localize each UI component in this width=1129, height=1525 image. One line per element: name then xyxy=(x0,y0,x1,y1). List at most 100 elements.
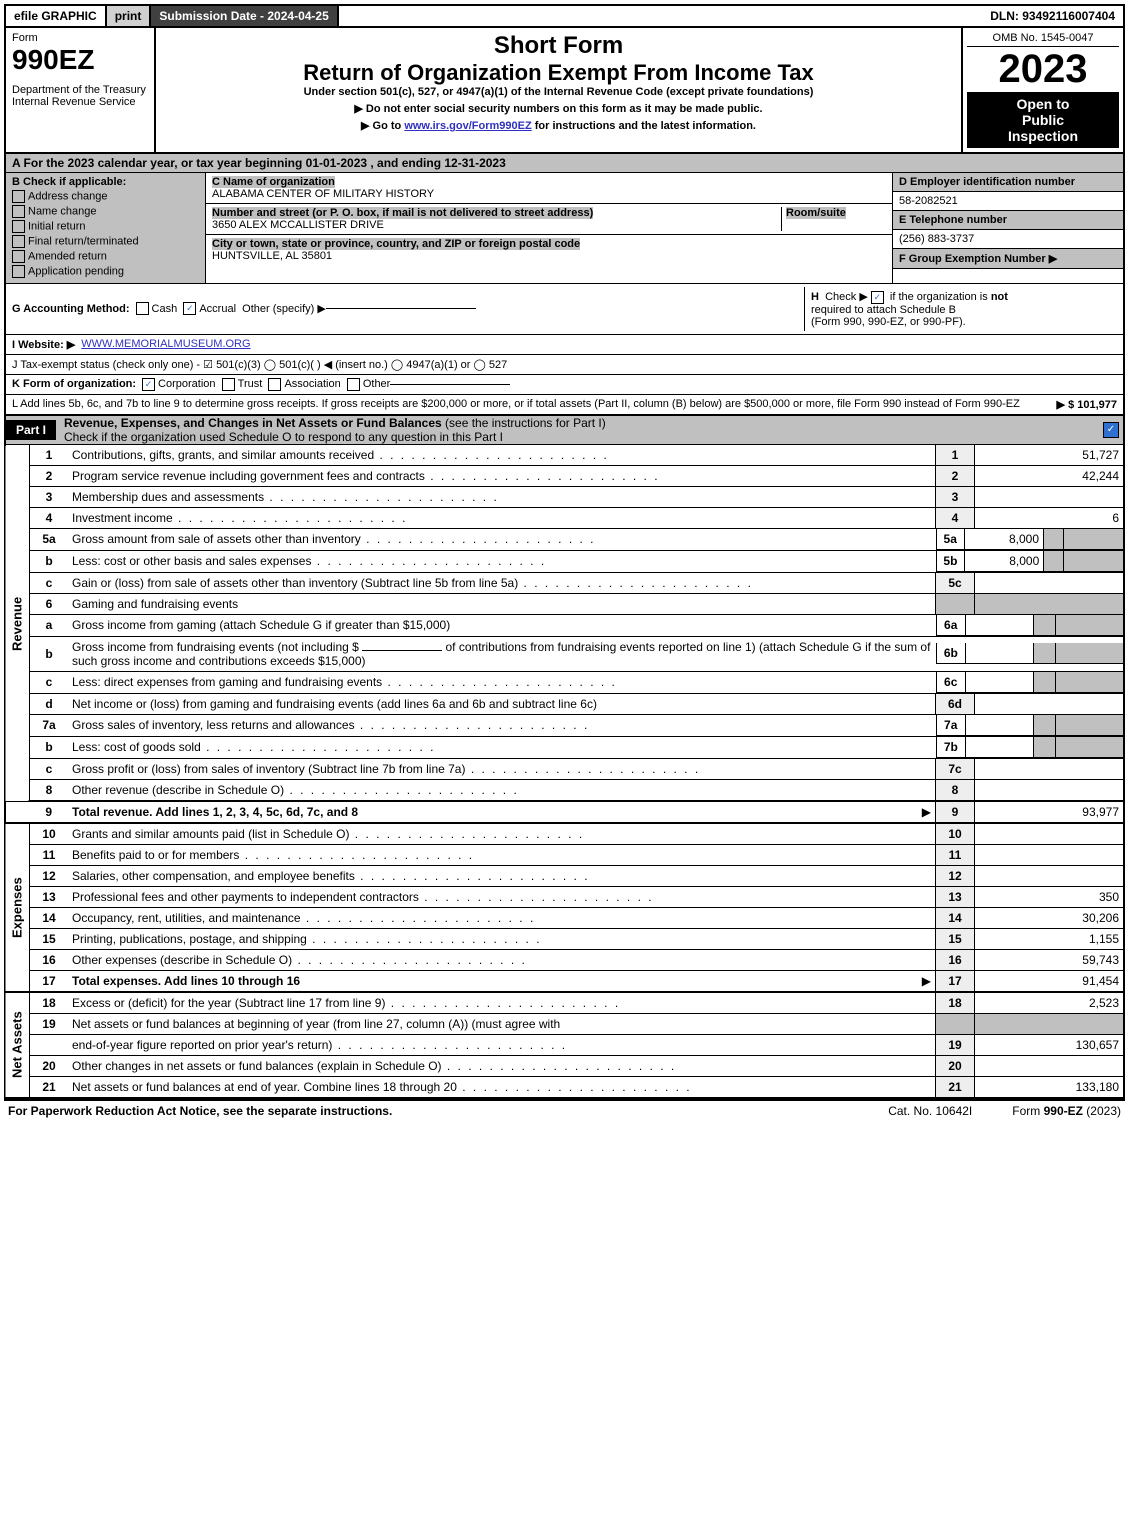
chk-trust[interactable] xyxy=(222,378,235,391)
line-11-amt xyxy=(975,844,1125,865)
line-20-amt xyxy=(975,1055,1125,1076)
inspection-box: Open to Public Inspection xyxy=(967,92,1119,148)
chk-accrual[interactable]: ✓ xyxy=(183,302,196,315)
j-line: J Tax-exempt status (check only one) - ☑… xyxy=(6,355,1123,375)
line-21: Net assets or fund balances at end of ye… xyxy=(68,1076,936,1098)
line-16-amt: 59,743 xyxy=(975,949,1125,970)
org-name: ALABAMA CENTER OF MILITARY HISTORY xyxy=(212,188,434,200)
line-12-amt xyxy=(975,865,1125,886)
line-10: Grants and similar amounts paid (list in… xyxy=(68,823,936,845)
line-3-amt xyxy=(975,486,1125,507)
chk-other[interactable] xyxy=(347,378,360,391)
line-18: Excess or (deficit) for the year (Subtra… xyxy=(68,992,936,1014)
line-17: Total expenses. Add lines 10 through 16▶ xyxy=(68,970,936,992)
line-13-amt: 350 xyxy=(975,886,1125,907)
line-15-amt: 1,155 xyxy=(975,928,1125,949)
website-link[interactable]: WWW.MEMORIALMUSEUM.ORG xyxy=(81,338,250,350)
c-room-hdr: Room/suite xyxy=(786,207,846,219)
line-20: Other changes in net assets or fund bala… xyxy=(68,1055,936,1076)
line-12: Salaries, other compensation, and employ… xyxy=(68,865,936,886)
f-grp-hdr: F Group Exemption Number ▶ xyxy=(893,249,1123,269)
line-5a-amt: 8,000 xyxy=(964,529,1043,550)
part1-check[interactable]: ✓ xyxy=(1103,422,1119,438)
section-b-hdr: B Check if applicable: xyxy=(12,176,199,188)
line-14: Occupancy, rent, utilities, and maintena… xyxy=(68,907,936,928)
form-center: Short Form Return of Organization Exempt… xyxy=(156,28,963,152)
line-10-amt xyxy=(975,823,1125,845)
chk-h[interactable]: ✓ xyxy=(871,291,884,304)
chk-name[interactable]: Name change xyxy=(12,205,199,218)
pra-notice: For Paperwork Reduction Act Notice, see … xyxy=(8,1104,392,1118)
line-13: Professional fees and other payments to … xyxy=(68,886,936,907)
goto-line: ▶ Go to www.irs.gov/Form990EZ for instru… xyxy=(160,119,957,132)
line-7c-amt xyxy=(975,758,1125,779)
chk-amended[interactable]: Amended return xyxy=(12,250,199,263)
chk-cash[interactable] xyxy=(136,302,149,315)
c-city-hdr: City or town, state or province, country… xyxy=(212,238,580,250)
line-6c: Less: direct expenses from gaming and fu… xyxy=(68,671,936,693)
line-6d: Net income or (loss) from gaming and fun… xyxy=(68,693,936,714)
e-tel-hdr: E Telephone number xyxy=(893,211,1123,230)
form-word: Form xyxy=(12,32,148,44)
chk-pending[interactable]: Application pending xyxy=(12,265,199,278)
org-city: HUNTSVILLE, AL 35801 xyxy=(212,250,332,262)
l-amount: ▶ $ 101,977 xyxy=(1057,398,1117,411)
part1-table: Revenue 1Contributions, gifts, grants, a… xyxy=(4,445,1125,1099)
chk-initial[interactable]: Initial return xyxy=(12,220,199,233)
chk-assoc[interactable] xyxy=(268,378,281,391)
c-street-hdr: Number and street (or P. O. box, if mail… xyxy=(212,207,593,219)
d-ein-hdr: D Employer identification number xyxy=(893,173,1123,192)
line-21-amt: 133,180 xyxy=(975,1076,1125,1098)
h-box: H Check ▶ ✓ if the organization is not r… xyxy=(804,287,1117,331)
section-def: D Employer identification number 58-2082… xyxy=(893,173,1123,283)
cat-no: Cat. No. 10642I xyxy=(888,1104,972,1118)
chk-corp[interactable]: ✓ xyxy=(142,378,155,391)
under-section: Under section 501(c), 527, or 4947(a)(1)… xyxy=(160,86,957,98)
line-4-amt: 6 xyxy=(975,507,1125,528)
footer: For Paperwork Reduction Act Notice, see … xyxy=(4,1099,1125,1121)
line-4: Investment income xyxy=(68,507,936,528)
line-6a: Gross income from gaming (attach Schedul… xyxy=(68,614,936,636)
info-grid: B Check if applicable: Address change Na… xyxy=(4,173,1125,284)
revenue-label: Revenue xyxy=(5,445,30,801)
part1-tag: Part I xyxy=(6,420,56,440)
goto-link[interactable]: www.irs.gov/Form990EZ xyxy=(404,120,531,132)
line-1: Contributions, gifts, grants, and simila… xyxy=(68,445,936,466)
expenses-label: Expenses xyxy=(5,823,30,992)
omb: OMB No. 1545-0047 xyxy=(967,32,1119,47)
top-bar: efile GRAPHIC print Submission Date - 20… xyxy=(4,4,1125,28)
ssn-warning: ▶ Do not enter social security numbers o… xyxy=(160,102,957,115)
line-5c-amt xyxy=(975,572,1125,593)
line-5b: Less: cost or other basis and sales expe… xyxy=(68,550,936,572)
i-line: I Website: ▶ WWW.MEMORIALMUSEUM.ORG xyxy=(6,335,1123,355)
dept-treasury: Department of the Treasury xyxy=(12,84,148,96)
d-ein: 58-2082521 xyxy=(893,192,1123,211)
chk-address[interactable]: Address change xyxy=(12,190,199,203)
form-right: OMB No. 1545-0047 2023 Open to Public In… xyxy=(963,28,1123,152)
l-line: L Add lines 5b, 6c, and 7b to line 9 to … xyxy=(6,395,1123,414)
line-7b: Less: cost of goods sold xyxy=(68,736,936,758)
org-street: 3650 ALEX MCCALLISTER DRIVE xyxy=(212,219,384,231)
form-header: Form 990EZ Department of the Treasury In… xyxy=(4,28,1125,154)
section-a: A For the 2023 calendar year, or tax yea… xyxy=(4,154,1125,173)
section-c: C Name of organization ALABAMA CENTER OF… xyxy=(206,173,893,283)
line-1-amt: 51,727 xyxy=(975,445,1125,466)
chk-final[interactable]: Final return/terminated xyxy=(12,235,199,248)
gh-block: G Accounting Method: Cash ✓Accrual Other… xyxy=(4,284,1125,415)
line-18-amt: 2,523 xyxy=(975,992,1125,1014)
line-14-amt: 30,206 xyxy=(975,907,1125,928)
e-tel: (256) 883-3737 xyxy=(893,230,1123,249)
line-6b: Gross income from fundraising events (no… xyxy=(68,636,936,671)
dln: DLN: 93492116007404 xyxy=(982,6,1123,26)
section-b: B Check if applicable: Address change Na… xyxy=(6,173,206,283)
line-8: Other revenue (describe in Schedule O) xyxy=(68,779,936,801)
print-button[interactable]: print xyxy=(107,6,152,26)
dept-irs: Internal Revenue Service xyxy=(12,96,148,108)
part1-header: Part I Revenue, Expenses, and Changes in… xyxy=(4,415,1125,445)
line-19b: end-of-year figure reported on prior yea… xyxy=(68,1034,936,1055)
form-ref: Form 990-EZ (2023) xyxy=(1012,1104,1121,1118)
short-form-title: Short Form xyxy=(160,32,957,60)
part1-title: Revenue, Expenses, and Changes in Net As… xyxy=(64,416,442,430)
g-line: G Accounting Method: Cash ✓Accrual Other… xyxy=(6,284,1123,335)
line-7c: Gross profit or (loss) from sales of inv… xyxy=(68,758,936,779)
